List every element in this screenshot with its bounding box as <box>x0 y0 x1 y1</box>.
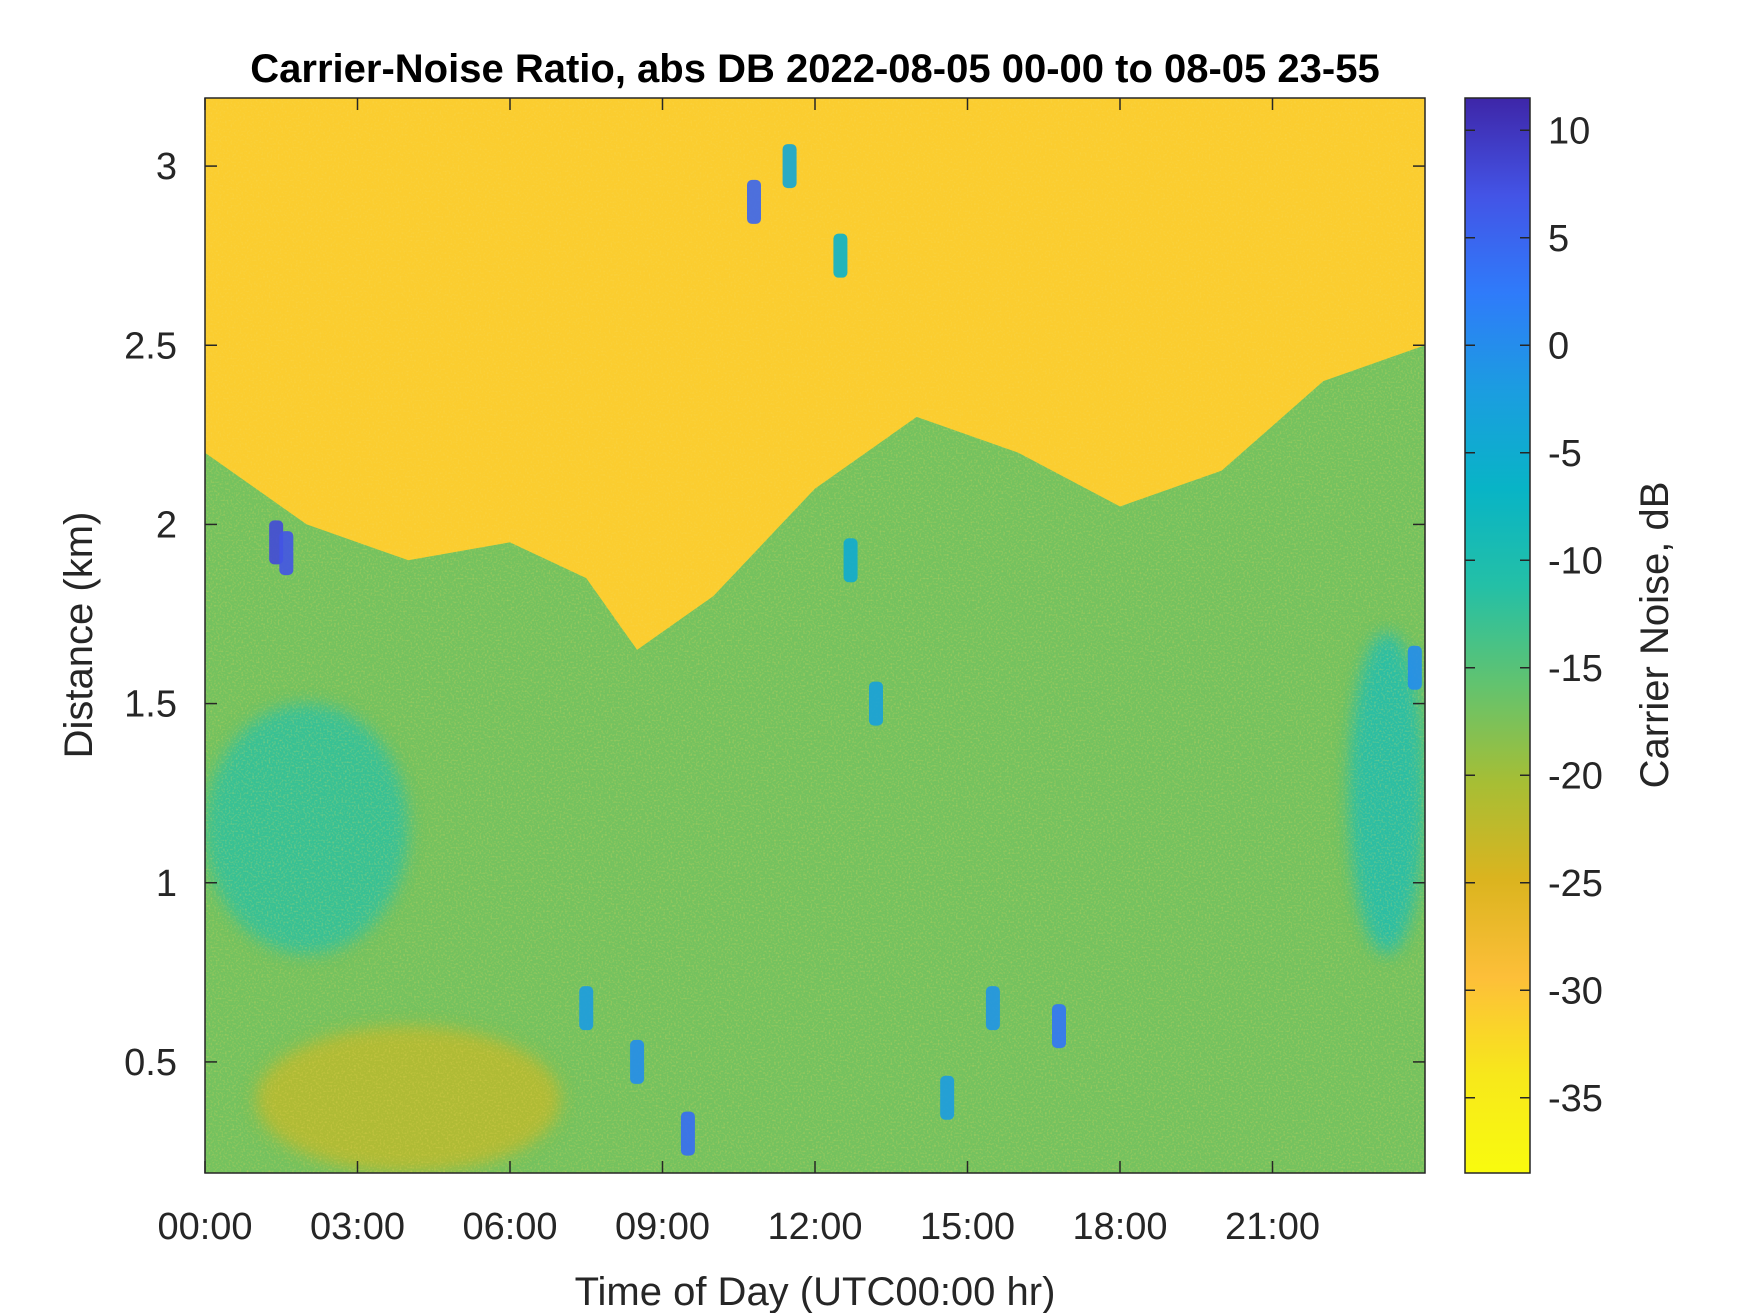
feature-cell <box>1052 1004 1066 1049</box>
feature-cell <box>630 1039 645 1084</box>
colorbar-tick-label: -20 <box>1548 755 1603 797</box>
heatmap <box>205 98 1425 1173</box>
heatmap-features <box>269 144 1422 1156</box>
feature-cell <box>579 986 594 1031</box>
chart-title: Carrier-Noise Ratio, abs DB 2022-08-05 0… <box>250 47 1379 91</box>
colorbar-tick-label: -5 <box>1548 433 1582 475</box>
y-tick-label: 1 <box>156 863 177 905</box>
y-tick-label: 3 <box>156 146 177 188</box>
feature-cell <box>782 144 797 189</box>
colorbar: 10 5 0 -5 -10 -15 -20 -25 -30 -35 <box>1464 97 1603 1174</box>
feature-cell <box>747 179 761 224</box>
colorbar-tick-label: 0 <box>1548 325 1569 367</box>
x-tick-label: 12:00 <box>767 1206 862 1248</box>
x-axis: 00:00 03:00 06:00 09:00 12:00 15:00 18:00 21:00 <box>157 98 1320 1248</box>
y-axis: 0.5 1 1.5 2 2.5 3 <box>124 146 1425 1084</box>
colorbar-tick-label: -30 <box>1548 970 1603 1012</box>
feature-cell <box>940 1075 955 1120</box>
x-tick-label: 15:00 <box>920 1206 1015 1248</box>
feature-cell <box>680 1111 695 1156</box>
colorbar-tick-label: -35 <box>1548 1078 1603 1120</box>
colorbar-tick-label: -10 <box>1548 540 1603 582</box>
x-tick-label: 21:00 <box>1225 1206 1320 1248</box>
x-tick-label: 03:00 <box>310 1206 405 1248</box>
feature-cell <box>1407 645 1422 690</box>
feature-cell <box>279 531 294 576</box>
x-tick-label: 09:00 <box>615 1206 710 1248</box>
feature-cell <box>985 986 1000 1031</box>
x-tick-label: 18:00 <box>1072 1206 1167 1248</box>
feature-cell <box>843 538 858 583</box>
colorbar-tick-label: -15 <box>1548 648 1603 690</box>
y-tick-label: 2.5 <box>124 325 177 367</box>
feature-cell <box>869 681 883 726</box>
heatmap-speckle <box>205 98 1425 1173</box>
colorbar-gradient <box>1464 97 1531 1174</box>
colorbar-tick-label: 5 <box>1548 218 1569 260</box>
y-tick-label: 1.5 <box>124 684 177 726</box>
x-tick-label: 06:00 <box>462 1206 557 1248</box>
colorbar-label: Carrier Noise, dB <box>1633 482 1677 789</box>
x-tick-label: 00:00 <box>157 1206 252 1248</box>
x-axis-label: Time of Day (UTC00:00 hr) <box>575 1270 1056 1313</box>
y-tick-label: 2 <box>156 504 177 546</box>
feature-cell <box>833 233 848 278</box>
colorbar-tick-label: -25 <box>1548 863 1603 905</box>
colorbar-tick-label: 10 <box>1548 110 1590 152</box>
y-tick-label: 0.5 <box>124 1042 177 1084</box>
colorbar-ticks: 10 5 0 -5 -10 -15 -20 -25 -30 -35 <box>1465 110 1603 1120</box>
y-axis-label: Distance (km) <box>57 512 101 759</box>
